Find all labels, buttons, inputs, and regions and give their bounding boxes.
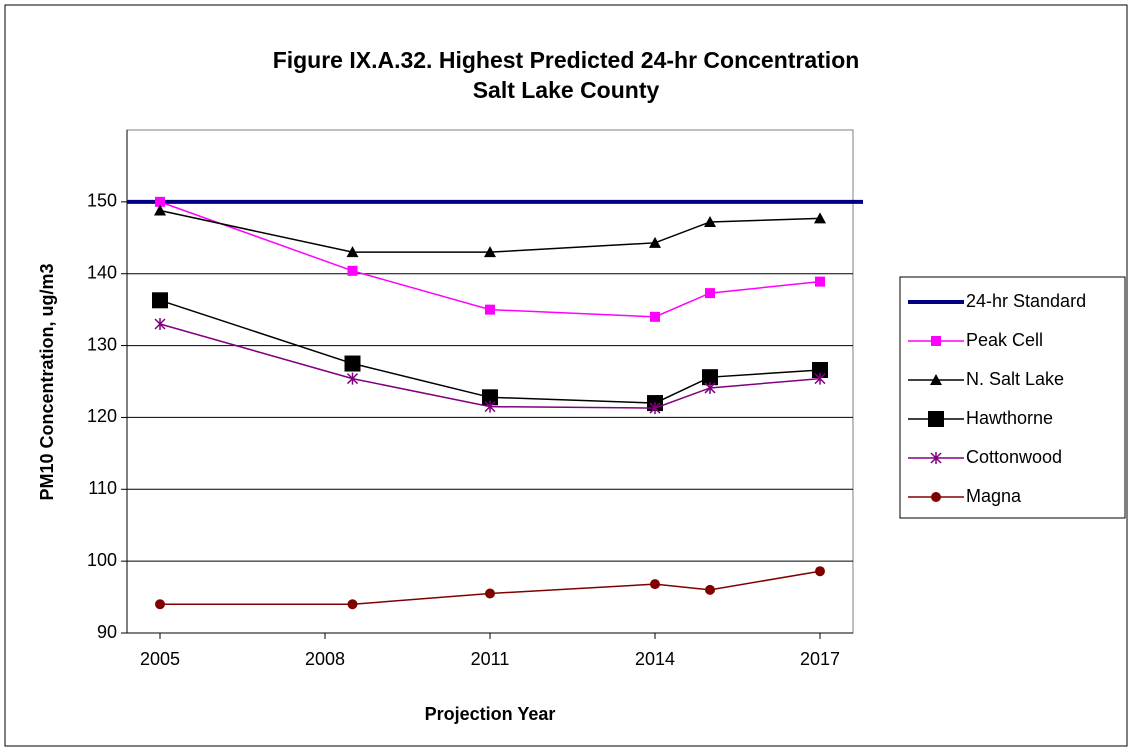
series-line bbox=[160, 570, 821, 606]
marker bbox=[815, 566, 825, 577]
marker bbox=[155, 599, 165, 610]
x-tick-label: 2017 bbox=[800, 649, 840, 669]
marker bbox=[484, 400, 496, 413]
marker bbox=[485, 304, 495, 315]
legend-label: Peak Cell bbox=[966, 330, 1043, 350]
marker bbox=[814, 372, 826, 385]
marker bbox=[152, 292, 168, 309]
marker bbox=[930, 374, 942, 385]
marker bbox=[649, 402, 661, 415]
marker bbox=[649, 236, 661, 248]
marker bbox=[931, 492, 941, 502]
x-tick-label: 2014 bbox=[635, 649, 675, 669]
legend-label: N. Salt Lake bbox=[966, 369, 1064, 389]
marker bbox=[347, 599, 358, 610]
x-tick-label: 2008 bbox=[305, 649, 345, 669]
y-axis-label: PM10 Concentration, ug/m3 bbox=[37, 263, 57, 500]
marker bbox=[344, 355, 361, 372]
legend-label: Cottonwood bbox=[966, 447, 1062, 467]
y-tick-label: 140 bbox=[87, 262, 117, 282]
marker bbox=[704, 215, 716, 227]
series-line bbox=[159, 201, 821, 318]
y-tick-label: 150 bbox=[87, 191, 117, 211]
y-tick-label: 110 bbox=[88, 478, 117, 498]
y-tick-label: 120 bbox=[87, 406, 117, 426]
marker bbox=[704, 381, 716, 394]
legend-label: 24-hr Standard bbox=[966, 291, 1086, 311]
marker bbox=[347, 265, 358, 276]
legend-label: Hawthorne bbox=[966, 408, 1053, 428]
y-tick-label: 130 bbox=[87, 334, 117, 354]
marker bbox=[154, 204, 166, 216]
chart-title: Figure IX.A.32. Highest Predicted 24-hr … bbox=[273, 47, 860, 73]
marker bbox=[484, 246, 496, 258]
marker bbox=[482, 389, 498, 406]
legend-box bbox=[899, 276, 1126, 519]
x-axis-label: Projection Year bbox=[425, 704, 556, 724]
marker bbox=[346, 246, 359, 258]
marker bbox=[485, 588, 495, 599]
y-tick-label: 90 bbox=[97, 622, 117, 642]
marker bbox=[814, 212, 826, 224]
marker bbox=[931, 336, 941, 346]
marker bbox=[928, 411, 944, 427]
x-tick-label: 2011 bbox=[471, 649, 510, 669]
plot-area bbox=[126, 129, 854, 634]
marker bbox=[346, 372, 359, 385]
series-line bbox=[159, 299, 821, 404]
series-line bbox=[159, 323, 821, 409]
marker bbox=[815, 276, 825, 287]
series-line bbox=[159, 209, 821, 253]
marker bbox=[155, 196, 165, 207]
marker bbox=[705, 584, 715, 595]
marker bbox=[650, 311, 660, 322]
chart-title: Salt Lake County bbox=[473, 77, 660, 103]
x-tick-label: 2005 bbox=[140, 649, 180, 669]
marker bbox=[650, 579, 660, 590]
marker bbox=[705, 288, 715, 299]
y-tick-label: 100 bbox=[87, 550, 117, 570]
marker bbox=[154, 318, 166, 331]
legend-label: Magna bbox=[966, 486, 1022, 506]
marker bbox=[702, 369, 718, 386]
marker bbox=[930, 452, 942, 464]
